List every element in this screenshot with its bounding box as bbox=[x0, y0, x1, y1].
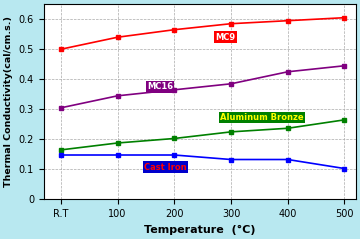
Text: Cast Iron: Cast Iron bbox=[144, 163, 187, 172]
Y-axis label: Thermal Conductivity(cal/cm.s.): Thermal Conductivity(cal/cm.s.) bbox=[4, 16, 13, 187]
Text: MC16: MC16 bbox=[147, 82, 173, 91]
Text: Aluminum Bronze: Aluminum Bronze bbox=[220, 113, 304, 122]
Text: MC9: MC9 bbox=[215, 33, 235, 42]
X-axis label: Temperature  (°C): Temperature (°C) bbox=[144, 225, 256, 235]
